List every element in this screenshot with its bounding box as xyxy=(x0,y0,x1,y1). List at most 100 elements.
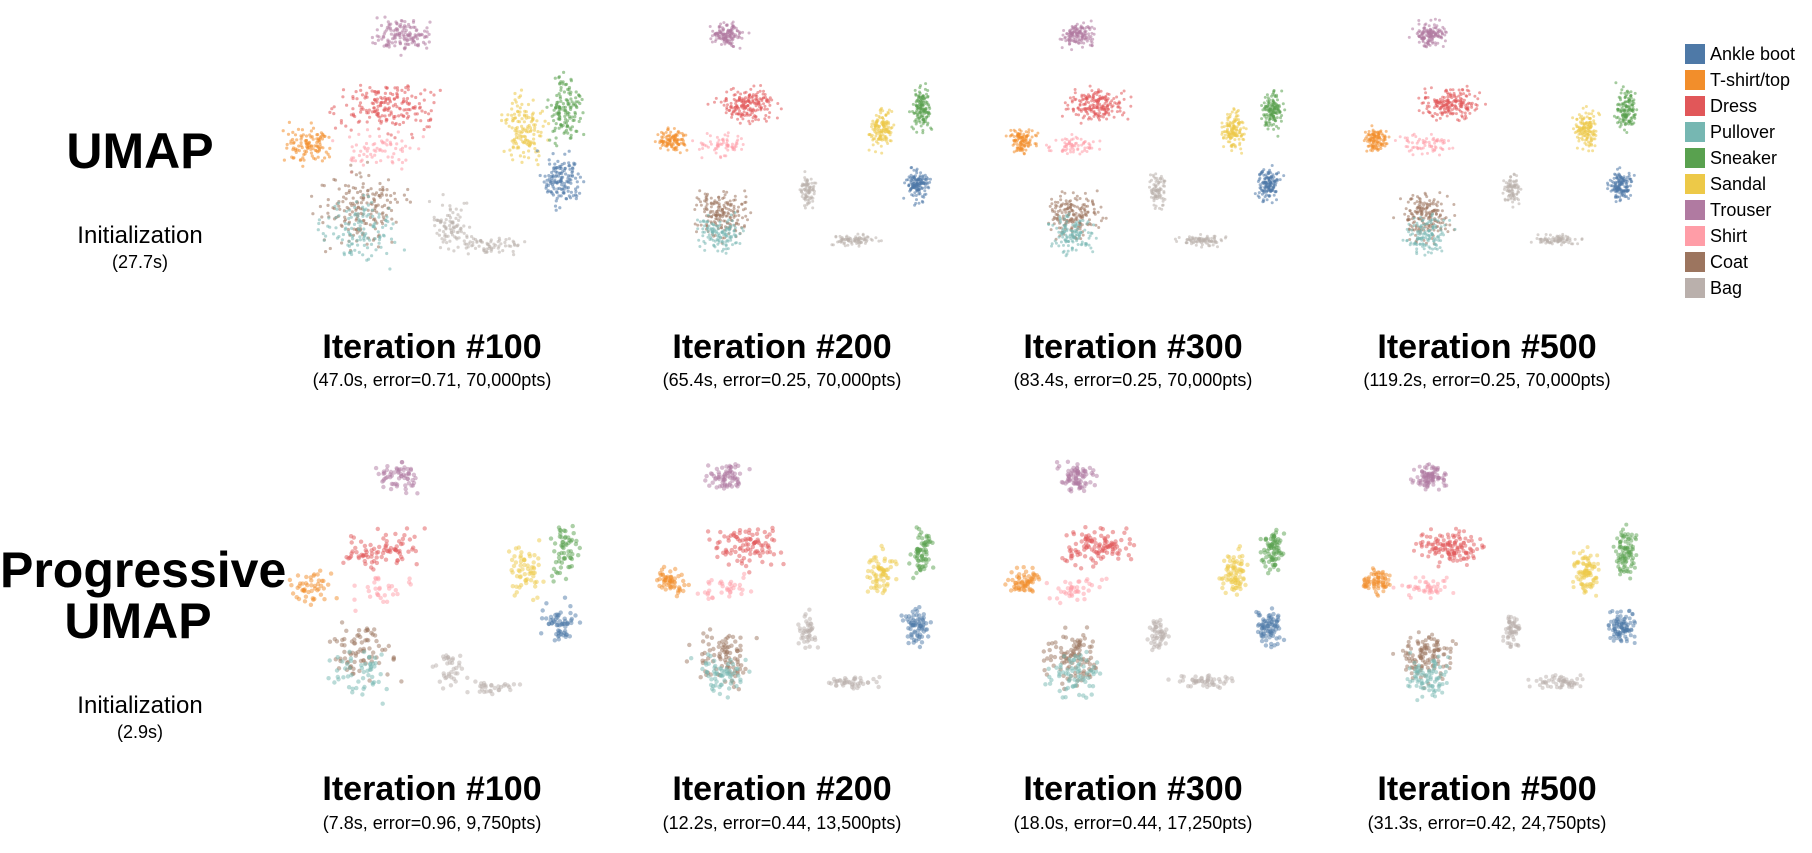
scatter-point xyxy=(374,92,378,96)
scatter-point xyxy=(368,223,372,227)
scatter-point xyxy=(921,200,925,204)
scatter-point xyxy=(1064,39,1068,43)
scatter-point xyxy=(1085,36,1088,40)
scatter-point xyxy=(296,127,301,131)
scatter-point xyxy=(399,25,403,29)
scatter-point xyxy=(359,175,363,179)
scatter-point xyxy=(366,189,370,193)
scatter-point xyxy=(1468,111,1472,115)
scatter-point xyxy=(721,210,725,214)
scatter-point xyxy=(1426,42,1430,46)
scatter-point xyxy=(779,107,783,111)
scatter-point xyxy=(569,77,573,81)
scatter-point xyxy=(809,196,813,200)
scatter-point xyxy=(365,95,369,99)
scatter-point xyxy=(1431,202,1435,206)
scatter-point xyxy=(754,109,757,113)
scatter-point xyxy=(763,117,767,121)
scatter-point xyxy=(376,245,381,249)
scatter-point xyxy=(358,224,362,228)
scatter-point xyxy=(340,238,344,242)
scatter-point xyxy=(740,36,744,40)
scatter-point xyxy=(1272,186,1276,190)
scatter-point xyxy=(567,161,571,165)
scatter-point xyxy=(684,133,688,137)
scatter-point xyxy=(385,86,389,90)
scatter-point xyxy=(559,194,563,198)
scatter-point xyxy=(701,227,705,231)
scatter-point xyxy=(1448,218,1452,222)
scatter-point xyxy=(1276,107,1280,110)
scatter-point xyxy=(368,238,372,242)
scatter-point xyxy=(338,207,342,211)
scatter-point xyxy=(1101,95,1105,99)
scatter-point xyxy=(402,248,406,252)
scatter-point xyxy=(714,34,718,38)
scatter-point xyxy=(419,119,423,123)
scatter-point xyxy=(383,203,387,207)
scatter-point xyxy=(748,106,752,110)
scatter-point xyxy=(429,109,433,113)
scatter-point xyxy=(1063,35,1067,39)
scatter-point xyxy=(408,146,412,150)
scatter-point xyxy=(665,144,669,148)
scatter-point xyxy=(577,119,581,124)
scatter-point xyxy=(1446,95,1450,99)
scatter-point xyxy=(1418,146,1422,150)
scatter-point xyxy=(1470,101,1474,105)
scatter-point xyxy=(369,242,374,246)
scatter-point xyxy=(733,198,737,202)
scatter-point xyxy=(758,97,762,101)
scatter-point xyxy=(369,187,373,191)
scatter-point xyxy=(574,100,578,104)
scatter-point xyxy=(422,98,426,102)
scatter-point xyxy=(370,89,374,93)
scatter-point xyxy=(394,220,398,224)
scatter-point xyxy=(470,235,474,239)
scatter-point xyxy=(699,203,703,207)
scatter-point xyxy=(734,112,738,116)
scatter-point xyxy=(385,97,390,101)
scatter-point xyxy=(554,199,558,203)
scatter-point xyxy=(918,174,922,178)
scatter-point xyxy=(716,249,720,253)
scatter-point xyxy=(717,202,721,206)
scatter-point xyxy=(1090,25,1094,29)
scatter-point xyxy=(554,208,558,212)
scatter-point xyxy=(1462,101,1466,105)
scatter-point xyxy=(736,106,739,109)
scatter-point xyxy=(1373,144,1377,148)
scatter-point xyxy=(1022,139,1026,143)
scatter-point xyxy=(744,90,748,94)
scatter-point xyxy=(291,130,295,134)
scatter-point xyxy=(1080,211,1084,214)
scatter-point xyxy=(521,150,526,155)
scatter-point xyxy=(744,195,748,199)
scatter-point xyxy=(324,150,328,154)
scatter-point xyxy=(1210,236,1214,240)
scatter-point xyxy=(515,130,519,134)
scatter-point xyxy=(335,236,340,240)
scatter-point xyxy=(562,131,566,135)
scatter-point xyxy=(354,90,358,94)
scatter-point xyxy=(916,185,920,189)
scatter-point xyxy=(716,234,720,238)
scatter-point xyxy=(455,237,459,241)
scatter-point xyxy=(1257,191,1261,195)
scatter-point xyxy=(1409,197,1413,201)
scatter-point xyxy=(718,205,722,209)
scatter-point xyxy=(1081,45,1084,49)
scatter-point xyxy=(1275,179,1279,182)
scatter-point xyxy=(532,142,537,146)
scatter-point xyxy=(326,224,330,228)
scatter-point xyxy=(361,182,365,186)
scatter-point xyxy=(513,243,517,247)
scatter-point xyxy=(1466,108,1470,112)
scatter-point xyxy=(532,137,536,141)
scatter-point xyxy=(1064,210,1068,214)
scatter-point xyxy=(376,104,380,108)
scatter-point xyxy=(1230,127,1234,131)
scatter-point xyxy=(1443,227,1447,231)
scatter-point xyxy=(763,104,767,108)
scatter-point xyxy=(368,86,372,90)
